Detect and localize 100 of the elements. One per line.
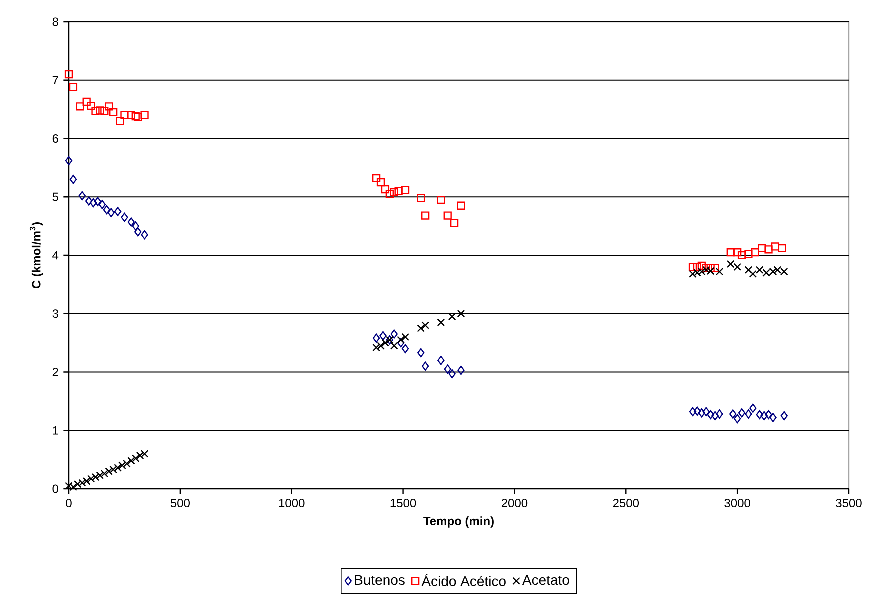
point <box>69 83 78 92</box>
point <box>134 228 142 237</box>
x-tick-label: 3500 <box>836 499 862 508</box>
point <box>402 333 410 342</box>
point <box>771 242 780 251</box>
point <box>738 408 746 418</box>
point <box>712 411 719 421</box>
point <box>120 111 129 120</box>
point <box>96 106 104 115</box>
point <box>698 408 706 418</box>
point <box>116 117 124 126</box>
point <box>689 407 697 417</box>
point <box>707 410 714 420</box>
point <box>745 410 752 419</box>
point <box>65 156 73 166</box>
point <box>450 219 459 228</box>
point <box>764 246 773 254</box>
x-tick-label: 2500 <box>613 499 640 508</box>
point <box>734 414 742 424</box>
point <box>444 212 452 220</box>
point <box>734 248 742 257</box>
point <box>401 186 410 194</box>
point <box>372 334 380 343</box>
point <box>417 324 426 332</box>
point <box>103 205 110 215</box>
point <box>438 356 445 366</box>
point <box>694 406 702 416</box>
point <box>134 113 142 122</box>
point <box>394 187 403 196</box>
point <box>437 318 446 327</box>
point <box>744 266 753 274</box>
point <box>380 331 387 341</box>
point <box>422 212 430 220</box>
x-axis-title: Tempo (min) <box>424 516 494 528</box>
point <box>693 263 702 272</box>
point <box>381 185 390 194</box>
point <box>390 188 398 197</box>
x-tick-label: 0 <box>66 499 72 508</box>
point <box>417 194 426 202</box>
point <box>390 342 398 350</box>
point <box>751 248 760 257</box>
point <box>376 178 386 187</box>
point <box>372 174 381 183</box>
point <box>760 411 768 421</box>
point <box>780 411 788 421</box>
point <box>382 339 390 347</box>
point <box>749 270 758 278</box>
point <box>770 413 777 422</box>
point <box>437 196 446 204</box>
y-tick-label: 1 <box>53 426 58 435</box>
point <box>756 410 764 420</box>
point <box>716 410 724 419</box>
point <box>444 364 452 374</box>
point <box>132 454 140 463</box>
point <box>738 251 746 260</box>
y-tick-label: 8 <box>52 18 58 26</box>
y-tick-label: 7 <box>52 76 58 84</box>
point <box>132 222 140 231</box>
point <box>87 102 96 110</box>
point <box>457 310 466 318</box>
point <box>386 190 394 198</box>
point <box>448 369 456 379</box>
point <box>726 248 735 257</box>
y-tick-label: 6 <box>52 134 58 144</box>
point <box>758 244 766 253</box>
point <box>402 344 410 354</box>
legend-label: Ácido Acético <box>422 574 506 586</box>
point <box>76 102 84 111</box>
point <box>127 111 136 120</box>
point <box>108 208 115 218</box>
legend-label: Acetato <box>522 575 570 586</box>
point <box>121 212 128 222</box>
x-tick-label: 1000 <box>279 499 305 508</box>
point <box>730 410 737 419</box>
point <box>92 107 100 116</box>
point <box>422 322 430 330</box>
point <box>711 264 720 272</box>
y-tick-label: 5 <box>52 192 58 202</box>
point <box>698 262 706 270</box>
point <box>94 197 102 206</box>
point <box>90 198 98 208</box>
point <box>778 244 786 253</box>
point <box>110 108 118 117</box>
point <box>114 207 122 216</box>
point <box>85 196 93 206</box>
point <box>418 348 425 358</box>
point <box>448 312 456 321</box>
point <box>82 98 91 106</box>
point <box>105 102 114 111</box>
point <box>688 263 698 272</box>
point <box>132 112 140 121</box>
point <box>750 404 757 414</box>
point <box>390 330 398 339</box>
point <box>128 218 136 227</box>
point <box>422 362 430 371</box>
y-axis-title: C (kmol/m$^{3}$) <box>30 222 44 289</box>
point <box>100 107 109 116</box>
x-tick-label: 3000 <box>724 499 750 508</box>
y-tick-label: 4 <box>52 251 59 260</box>
point <box>458 366 465 376</box>
